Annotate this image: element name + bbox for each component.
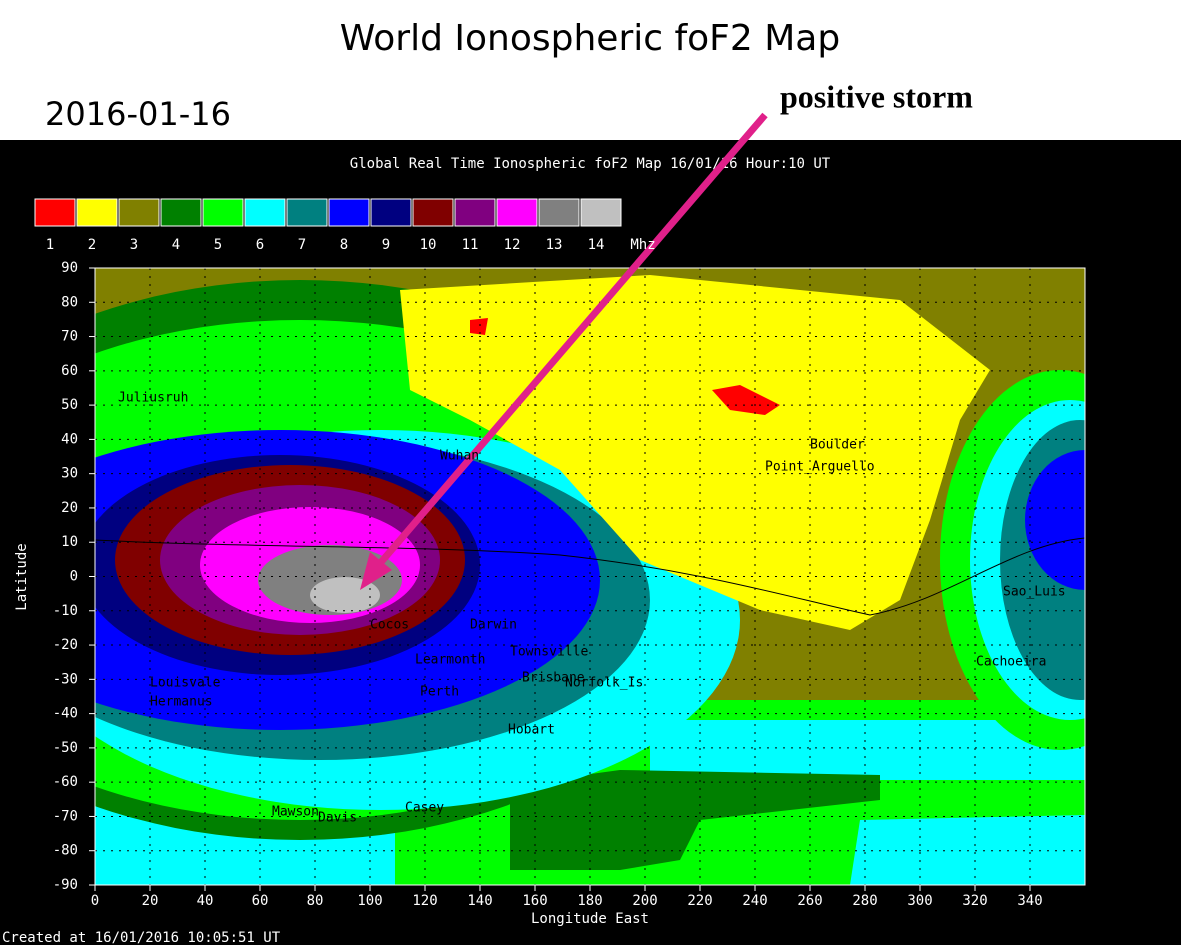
y-tick-label: 90	[61, 260, 78, 276]
legend-label: 12	[504, 237, 521, 253]
x-tick-label: 200	[632, 893, 657, 909]
footer: Created at 16/01/2016 10:05:51 UT	[2, 930, 281, 945]
arrow-head	[360, 552, 392, 590]
legend-swatch	[496, 198, 538, 227]
x-tick-label: 120	[412, 893, 437, 909]
station-label: Cocos	[370, 618, 409, 633]
legend-label: 13	[546, 237, 563, 253]
y-axis-label: Latitude	[14, 543, 30, 610]
x-tick-label: 80	[307, 893, 324, 909]
y-tick-label: 0	[70, 569, 78, 585]
x-tick-label: 60	[252, 893, 269, 909]
legend-swatch	[34, 198, 76, 227]
station-label: Brisbane	[522, 671, 585, 686]
x-tick-label: 300	[907, 893, 932, 909]
station-label: Sao_Luis	[1003, 585, 1066, 600]
y-tick-label: -60	[53, 774, 78, 790]
legend-swatch	[286, 198, 328, 227]
station-label: Boulder	[810, 438, 865, 453]
station-label: Point_Arguello	[765, 460, 875, 475]
y-tick-label: 20	[61, 500, 78, 516]
y-tick-label: 60	[61, 363, 78, 379]
station-label: Mawson	[272, 805, 319, 820]
x-tick-label: 260	[797, 893, 822, 909]
x-tick-label: 320	[962, 893, 987, 909]
legend-swatch	[412, 198, 454, 227]
x-tick-label: 0	[91, 893, 99, 909]
title: World Ionospheric foF2 Map	[340, 18, 840, 59]
y-tick-label: -70	[53, 808, 78, 824]
y-tick-label: -30	[53, 671, 78, 687]
legend-label: 1	[46, 237, 54, 253]
station-label: Perth	[420, 685, 459, 700]
legend-label: 9	[382, 237, 390, 253]
legend-swatch	[202, 198, 244, 227]
legend-label: 8	[340, 237, 348, 253]
legend-swatch	[160, 198, 202, 227]
x-tick-label: 20	[142, 893, 159, 909]
legend-swatch	[118, 198, 160, 227]
legend-swatch	[454, 198, 496, 227]
legend-swatch	[580, 198, 622, 227]
x-axis-label: Longitude East	[531, 911, 649, 927]
x-tick-label: 40	[197, 893, 214, 909]
y-tick-label: 10	[61, 534, 78, 550]
y-tick-label: 30	[61, 466, 78, 482]
station-label: Wuhan	[440, 449, 479, 464]
y-tick-label: -40	[53, 706, 78, 722]
x-tick-label: 220	[687, 893, 712, 909]
y-tick-label: 80	[61, 294, 78, 310]
x-tick-label: 240	[742, 893, 767, 909]
legend-label: 10	[420, 237, 437, 253]
x-tick-label: 180	[577, 893, 602, 909]
legend-swatch	[244, 198, 286, 227]
y-tick-label: -80	[53, 843, 78, 859]
y-tick-label: -20	[53, 637, 78, 653]
legend-label: 4	[172, 237, 180, 253]
legend-label: 14	[588, 237, 605, 253]
station-label: Norfolk_Is	[565, 676, 643, 691]
legend-label: 2	[88, 237, 96, 253]
y-tick-label: -90	[53, 877, 78, 893]
legend-swatch	[538, 198, 580, 227]
map-title: Global Real Time Ionospheric foF2 Map 16…	[350, 156, 831, 172]
legend-label: 5	[214, 237, 222, 253]
station-label: Townsville	[510, 645, 588, 660]
legend-unit: Mhz	[630, 237, 655, 253]
station-label: Darwin	[470, 618, 517, 633]
y-tick-label: 40	[61, 431, 78, 447]
y-tick-label: 70	[61, 329, 78, 345]
date: 2016-01-16	[45, 95, 231, 133]
x-tick-label: 280	[852, 893, 877, 909]
legend-swatch	[370, 198, 412, 227]
y-tick-label: -10	[53, 603, 78, 619]
station-label: Cachoeira	[976, 655, 1046, 670]
legend-label: 11	[462, 237, 479, 253]
station-label: Juliusruh	[118, 391, 188, 406]
station-label: Casey	[405, 801, 444, 816]
legend-label: 6	[256, 237, 264, 253]
legend-label: 3	[130, 237, 138, 253]
x-tick-label: 340	[1017, 893, 1042, 909]
x-tick-label: 160	[522, 893, 547, 909]
station-label: Louisvale	[150, 676, 221, 691]
legend-swatch	[76, 198, 118, 227]
station-label: Hermanus	[150, 695, 213, 710]
y-tick-label: 50	[61, 397, 78, 413]
y-tick-label: -50	[53, 740, 78, 756]
x-tick-label: 140	[467, 893, 492, 909]
station-label: Davis	[318, 811, 357, 826]
x-tick-label: 100	[357, 893, 382, 909]
station-label: Learmonth	[415, 653, 485, 668]
annotation-arrow	[367, 112, 768, 578]
annotation: positive storm	[780, 78, 973, 114]
legend-label: 7	[298, 237, 306, 253]
legend-swatch	[328, 198, 370, 227]
station-label: Hobart	[508, 723, 555, 738]
